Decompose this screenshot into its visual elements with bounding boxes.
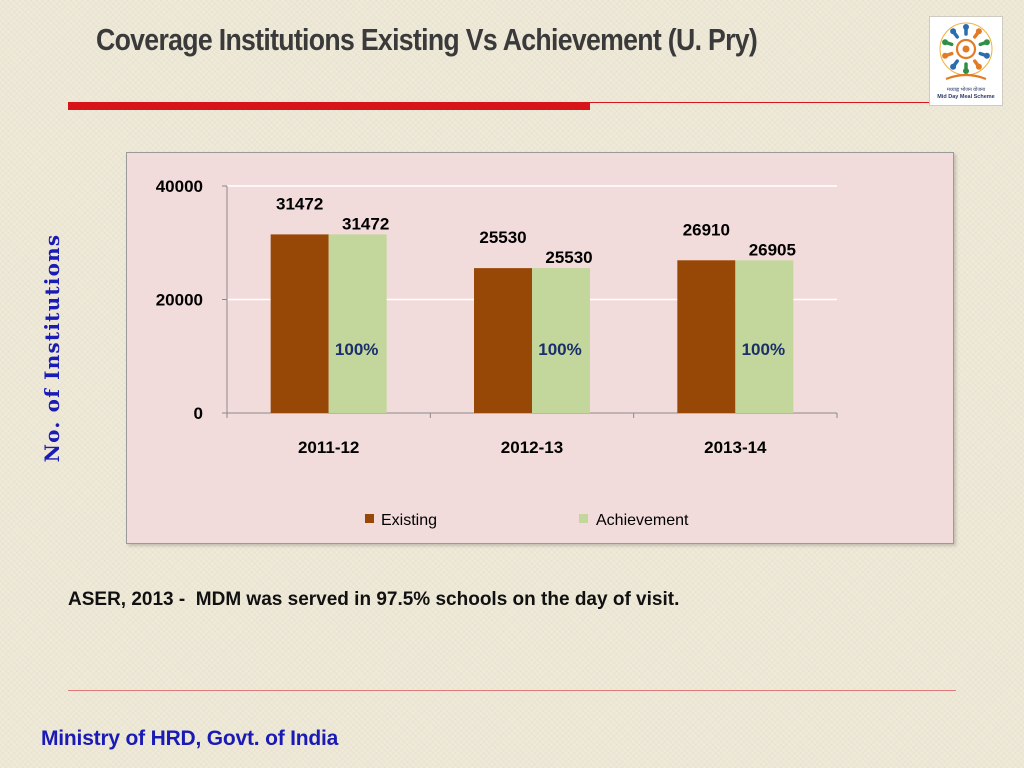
logo-figure-head [963, 68, 969, 74]
legend-label-existing: Existing [381, 512, 437, 529]
logo-figure-body [952, 59, 959, 67]
footer-rule [68, 690, 956, 691]
y-tick-label: 0 [194, 404, 203, 423]
footer-text: Ministry of HRD, Govt. of India [41, 727, 339, 750]
y-tick-label: 40000 [156, 177, 203, 196]
logo-figure-body [945, 41, 954, 47]
legend-swatch-achievement [579, 514, 588, 523]
data-label-achievement: 25530 [545, 248, 592, 267]
mid-day-meal-emblem-icon [939, 22, 993, 81]
bar-existing [270, 234, 329, 413]
logo-figure-body [973, 31, 980, 39]
data-label-existing: 31472 [276, 194, 323, 213]
title-rule-thin [590, 102, 930, 103]
aser-note: ASER, 2013 - MDM was served in 97.5% sch… [68, 589, 680, 610]
x-tick-label: 2013-14 [704, 438, 767, 457]
logo-english-text: Mid Day Meal Scheme [937, 94, 995, 100]
title-rule-thick [68, 102, 590, 110]
y-axis-title: No. of Institutions [40, 233, 64, 463]
bar-existing [474, 268, 532, 413]
logo-figure-head [963, 24, 969, 30]
bar-chart: 0 20000 40000 31472 31472 100% 2011-12 25530 255… [156, 177, 838, 529]
logo-figure-body [952, 31, 959, 39]
bar-achievement [735, 260, 794, 413]
logo-hindi-text: मध्याह्न भोजन योजना [946, 87, 986, 93]
mid-day-meal-logo: मध्याह्न भोजन योजना Mid Day Meal Scheme [929, 16, 1003, 106]
data-label-achievement: 26905 [749, 240, 796, 259]
data-label-existing: 26910 [683, 220, 730, 239]
legend-swatch-existing [365, 514, 374, 523]
data-label-achievement: 31472 [342, 214, 389, 233]
logo-figure-body [978, 51, 987, 57]
percent-label: 100% [742, 340, 785, 359]
logo-figure-body [973, 59, 980, 67]
data-label-existing: 25530 [479, 228, 526, 247]
percent-label: 100% [538, 340, 581, 359]
bar-achievement [328, 234, 387, 413]
chart-frame: 0 20000 40000 31472 31472 100% 2011-12 25530 255… [126, 152, 954, 544]
logo-figure-body [978, 41, 987, 47]
slide-title: Coverage Institutions Existing Vs Achiev… [96, 22, 758, 57]
legend-label-achievement: Achievement [596, 512, 689, 529]
x-tick-label: 2012-13 [501, 438, 563, 457]
percent-label: 100% [335, 340, 378, 359]
x-tick-label: 2011-12 [298, 438, 359, 457]
logo-figure-body [945, 51, 954, 57]
y-tick-label: 20000 [156, 291, 203, 310]
bar-achievement [532, 268, 590, 413]
bar-existing [677, 260, 736, 413]
